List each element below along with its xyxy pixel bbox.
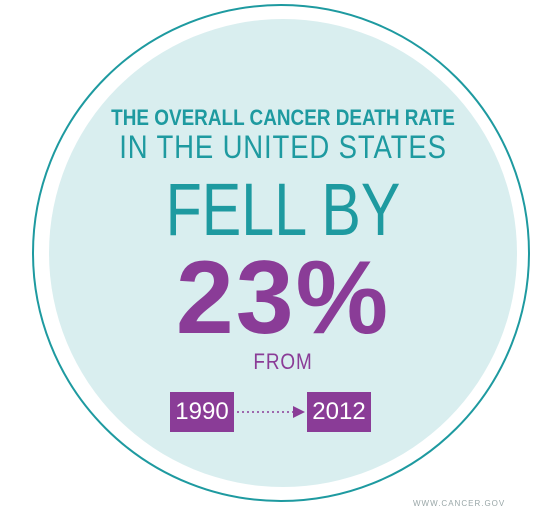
source-credit: WWW.CANCER.GOV bbox=[413, 499, 506, 508]
headline-line-2: IN THE UNITED STATES bbox=[119, 129, 447, 165]
infographic-content: THE OVERALL CANCER DEATH RATE IN THE UNI… bbox=[49, 19, 517, 487]
end-year-badge: 2012 bbox=[307, 392, 371, 432]
headline-from: FROM bbox=[253, 349, 313, 374]
inner-circle bbox=[49, 19, 517, 487]
start-year-badge: 1990 bbox=[170, 392, 234, 432]
outer-ring bbox=[32, 4, 530, 502]
headline-fell-by: FELL BY bbox=[165, 168, 401, 251]
dotted-arrow-icon bbox=[237, 406, 305, 418]
headline-line-1: THE OVERALL CANCER DEATH RATE bbox=[111, 105, 455, 130]
headline-percent: 23% bbox=[175, 240, 391, 356]
